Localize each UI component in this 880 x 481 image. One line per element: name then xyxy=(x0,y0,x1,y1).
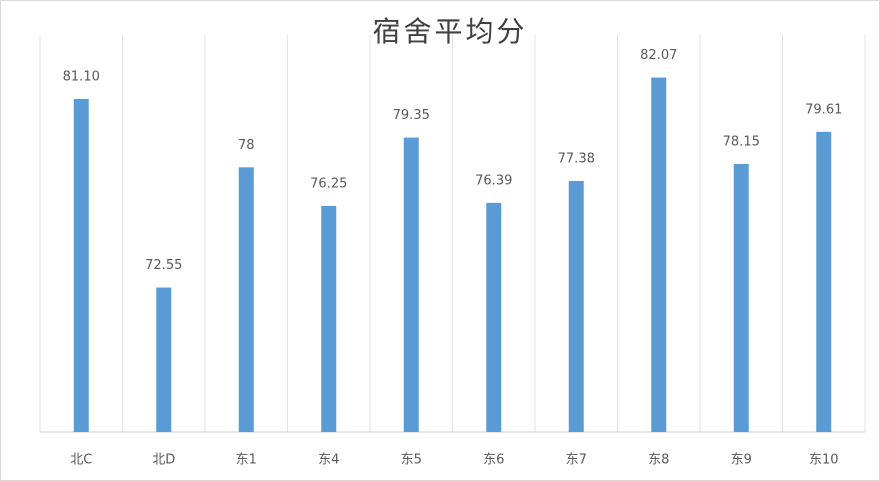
x-tick-label: 东8 xyxy=(648,453,669,468)
data-label: 72.55 xyxy=(145,258,182,273)
data-label: 79.35 xyxy=(393,108,430,123)
x-tick-label: 东10 xyxy=(809,453,839,468)
bar xyxy=(733,164,749,432)
data-label: 81.10 xyxy=(63,69,100,84)
data-label: 82.07 xyxy=(640,48,677,63)
x-tick-label: 北D xyxy=(152,453,175,468)
x-tick-label: 东9 xyxy=(731,453,752,468)
x-tick-label: 东7 xyxy=(566,453,587,468)
bar xyxy=(238,167,254,433)
data-label: 77.38 xyxy=(558,152,595,167)
bar xyxy=(816,131,832,432)
bar xyxy=(403,137,419,432)
data-label: 78.15 xyxy=(723,135,760,150)
x-tick-label: 东6 xyxy=(483,453,504,468)
x-tick-label: 东5 xyxy=(401,453,422,468)
x-tick-label: 东4 xyxy=(318,453,339,468)
bar xyxy=(73,98,89,432)
bar xyxy=(156,287,172,432)
bar xyxy=(651,77,667,432)
x-tick-label: 北C xyxy=(70,453,92,468)
data-label: 76.39 xyxy=(475,173,512,188)
x-tick-label: 东1 xyxy=(236,453,257,468)
bar xyxy=(321,205,337,432)
data-label: 78 xyxy=(238,138,255,153)
bar xyxy=(486,202,502,432)
data-label: 76.25 xyxy=(310,176,347,191)
data-label: 79.61 xyxy=(805,102,842,117)
bar xyxy=(568,181,584,432)
chart-title: 宿舍平均分 xyxy=(372,15,527,48)
